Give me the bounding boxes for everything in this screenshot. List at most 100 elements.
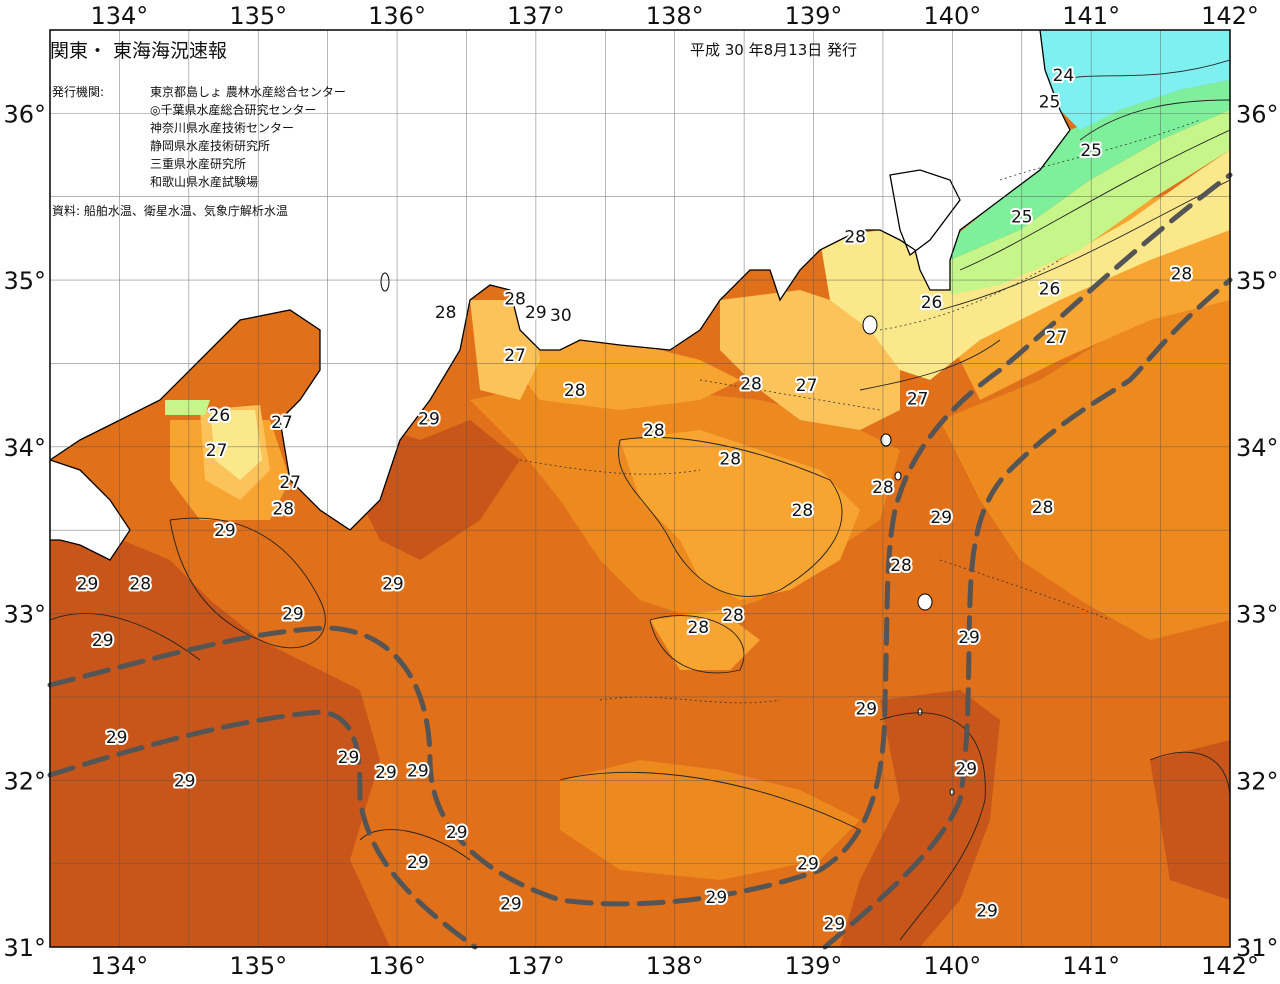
zone-28-coast [500, 340, 740, 410]
contour-label: 28 [687, 618, 709, 638]
contour-label: 29 [338, 748, 360, 768]
longitude-label: 134° [91, 2, 149, 30]
latitude-label: 33° [3, 601, 46, 629]
contour-label: 29 [375, 763, 397, 783]
zone-26 [950, 110, 1230, 295]
contour-label: 29 [407, 761, 429, 781]
latitude-label: 36° [1236, 100, 1279, 128]
latitude-label: 31° [1236, 934, 1279, 962]
contour-label: 29 [930, 508, 952, 528]
longitude-label: 139° [785, 2, 843, 30]
contour-label: 28 [643, 421, 665, 441]
coastline [50, 129, 1071, 531]
longitude-label: 138° [646, 2, 704, 30]
contour-label: 28 [740, 374, 762, 394]
contour-label: 29 [797, 855, 819, 875]
island-miyake [880, 433, 892, 447]
contour-label: 28 [890, 556, 912, 576]
contour-label: 29 [106, 728, 128, 748]
agency-mie: 三重県水産研究所 [150, 157, 247, 171]
contour-label: 29 [958, 628, 980, 648]
zone-24 [1040, 30, 1230, 130]
agency-kanagawa: 神奈川県水産技術センター [150, 121, 295, 135]
contour-label: 29 [824, 915, 846, 935]
contour-label: 29 [418, 409, 440, 429]
longitude-label: 135° [229, 952, 287, 980]
longitude-label: 142° [1201, 2, 1259, 30]
contour-label: 28 [564, 381, 586, 401]
agency-chiba: ◎千葉県水産総合研究センター [150, 103, 317, 117]
zone-28-south-patch [650, 610, 760, 670]
latitude-labels-right: 36° 35° 34° 33° 32° 31° [1236, 100, 1279, 962]
contour-label: 27 [907, 389, 929, 409]
contour-label: 29 [500, 895, 522, 915]
contour-label: 29 [77, 575, 99, 595]
latitude-label: 31° [3, 934, 46, 962]
coastline-boso [889, 169, 961, 257]
longitude-label: 140° [923, 2, 981, 30]
zone-27-tokyo [820, 150, 1230, 380]
land-kasumigaura [980, 92, 1010, 120]
contour-label: 28 [872, 478, 894, 498]
contour-label: 27 [504, 346, 526, 366]
island-hachijo [917, 593, 933, 611]
temperature-field [50, 30, 1230, 947]
contour-label: 29 [382, 575, 404, 595]
coastline-north [1039, 30, 1071, 131]
contour-label: 28 [129, 575, 151, 595]
contour-label: 29 [174, 771, 196, 791]
latitude-labels-left: 36° 35° 34° 33° 32° 31° [3, 100, 46, 962]
latitude-label: 32° [3, 767, 46, 795]
contour-label: 25 [1080, 141, 1102, 161]
kuroshio-axis [47, 172, 1233, 950]
contour-label: 29 [446, 823, 468, 843]
contour-label: 24 [1053, 66, 1075, 86]
longitude-label: 142° [1201, 952, 1259, 980]
contour-label: 29 [706, 888, 728, 908]
contour-label: 28 [722, 606, 744, 626]
zone-27-osaka [210, 410, 262, 480]
issue-date: 平成 30 年8月13日 発行 [690, 41, 858, 59]
longitude-labels-top: 134° 135° 136° 137° 138° 139° 140° 141° 142° [91, 2, 1259, 30]
coastline-shikoku [50, 459, 131, 561]
longitude-label: 140° [923, 952, 981, 980]
contour-label: 29 [855, 700, 877, 720]
contour-label: 29 [955, 760, 977, 780]
latitude-label: 33° [1236, 601, 1279, 629]
map-frame [49, 29, 1231, 948]
zone-26-west [165, 400, 210, 415]
contour-label: 27 [271, 413, 293, 433]
contour-label: 29 [976, 901, 998, 921]
contour-label: 26 [1039, 279, 1061, 299]
island-mikura [894, 471, 902, 481]
contour-label: 30 [550, 306, 572, 326]
agency-tokyo: 東京都島しょ 農林水産総合センター [150, 85, 346, 99]
longitude-label: 136° [368, 2, 426, 30]
zone-29-5-east [840, 690, 1000, 947]
longitude-label: 137° [507, 952, 565, 980]
longitude-label: 139° [785, 952, 843, 980]
longitude-label: 137° [507, 2, 565, 30]
map-title: 関東・ 東海海況速報 [50, 40, 228, 62]
island-sado-style [380, 272, 390, 292]
contour-label: 27 [796, 376, 818, 396]
contour-label: 28 [1032, 498, 1054, 518]
contour-label: 29 [525, 303, 547, 323]
longitude-label: 141° [1062, 2, 1120, 30]
contour-label: 28 [504, 289, 526, 309]
longitude-label: 134° [91, 952, 149, 980]
zone-29-5-west [50, 535, 390, 947]
latitude-label: 35° [3, 267, 46, 295]
contour-label: 29 [214, 521, 236, 541]
isotherms-dotted [519, 119, 1201, 704]
longitude-labels-bottom: 134° 135° 136° 137° 138° 139° 140° 141° 142° [91, 952, 1259, 980]
zone-27-5-sagami [720, 290, 900, 430]
contour-label: 27 [206, 441, 228, 461]
land-boso [890, 170, 960, 255]
latitude-label: 34° [1236, 434, 1279, 462]
latitude-label: 36° [3, 100, 46, 128]
contour-label: 28 [1171, 264, 1193, 284]
